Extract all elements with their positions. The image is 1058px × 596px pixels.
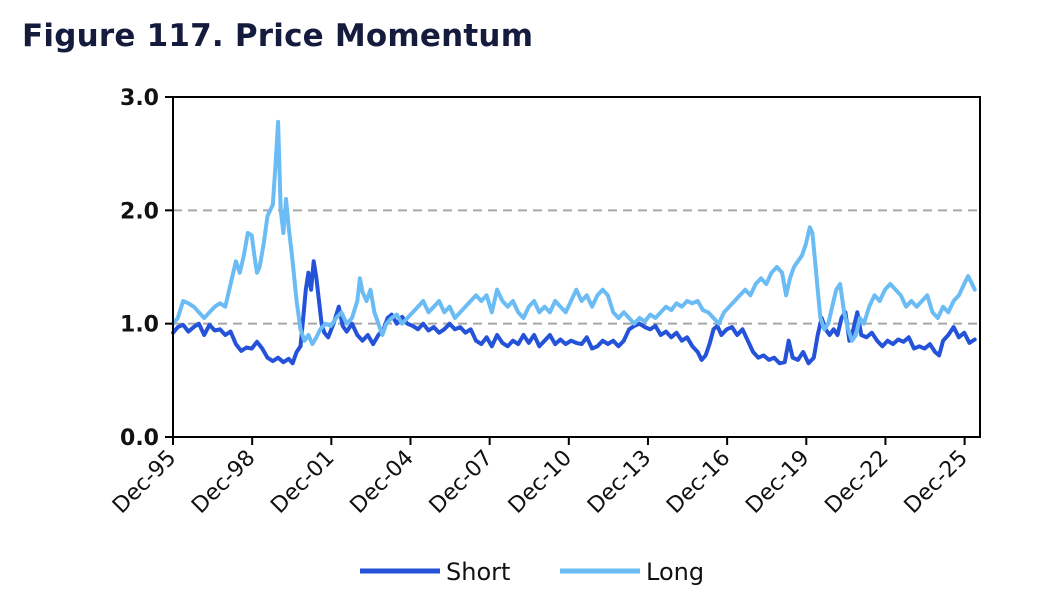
y-tick-label: 3.0: [120, 86, 159, 111]
y-tick-label: 0.0: [120, 426, 159, 451]
plot-frame: [172, 96, 981, 438]
legend-label-short: Short: [446, 558, 510, 586]
x-tick-label: Dec-16: [662, 446, 735, 519]
y-axis: 0.0 1.0 2.0 3.0: [120, 86, 173, 451]
x-tick-label: Dec-19: [741, 446, 814, 519]
x-tick-label: Dec-25: [900, 446, 973, 519]
series-line-long: [171, 119, 977, 347]
legend-label-long: Long: [646, 558, 704, 586]
chart-title: Figure 117. Price Momentum: [22, 18, 534, 54]
x-axis: Dec-95 Dec-98 Dec-01 Dec-04 Dec-07 Dec-10 Dec-…: [108, 437, 973, 519]
series-line-short: [171, 259, 977, 366]
x-tick-label: Dec-95: [108, 446, 181, 519]
x-tick-label: Dec-10: [504, 446, 577, 519]
x-tick-label: Dec-13: [583, 446, 656, 519]
series-layer: [171, 119, 977, 366]
x-tick-label: Dec-07: [425, 446, 498, 519]
x-tick-label: Dec-98: [187, 446, 260, 519]
x-tick-label: Dec-22: [821, 446, 894, 519]
y-tick-label: 2.0: [120, 199, 159, 224]
y-tick-label: 1.0: [120, 313, 159, 338]
legend: Short Long: [360, 558, 704, 586]
x-tick-label: Dec-04: [346, 446, 419, 519]
x-tick-label: Dec-01: [266, 446, 339, 519]
